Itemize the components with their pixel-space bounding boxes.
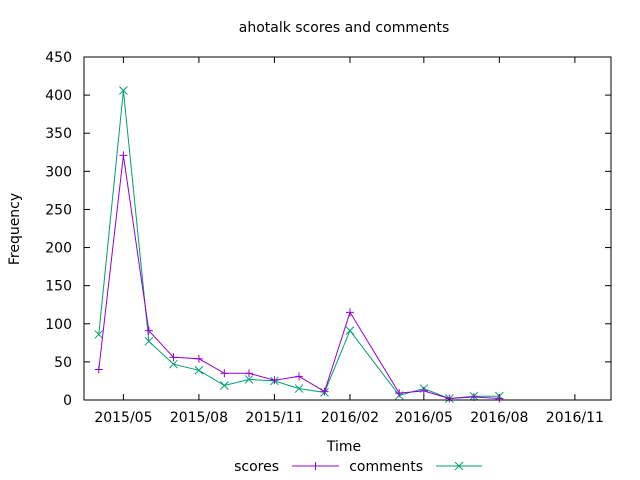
y-tick-label: 300	[45, 164, 72, 180]
data-point-mark	[194, 365, 204, 375]
y-tick-label: 0	[63, 393, 72, 409]
y-tick-label: 200	[45, 241, 72, 257]
y-tick-label: 450	[45, 50, 72, 66]
y-tick-label: 400	[45, 88, 72, 104]
x-tick-label: 2015/11	[245, 410, 303, 426]
legend-label-scores: scores	[234, 459, 279, 475]
legend: scores comments	[234, 459, 482, 475]
series-layer	[94, 86, 504, 403]
chart-title: ahotalk scores and comments	[239, 20, 450, 36]
y-axis-label: Frequency	[7, 193, 23, 265]
data-point-mark	[94, 330, 104, 339]
data-point-mark	[294, 384, 304, 393]
series-comments	[94, 86, 504, 403]
x-axis-label: Time	[326, 439, 361, 455]
data-point-mark	[220, 381, 229, 390]
data-point-mark	[454, 461, 464, 471]
y-tick-label: 250	[45, 202, 72, 218]
data-point-mark	[144, 336, 154, 346]
y-tick-label: 50	[54, 355, 72, 371]
x-axis: 2015/05 2015/08 2015/11 2016/02 2016/05 2016/…	[94, 57, 604, 426]
series-line-scores	[98, 155, 500, 400]
x-tick-label: 2016/11	[546, 410, 604, 426]
plot-frame	[83, 56, 612, 401]
y-tick-label: 150	[45, 279, 72, 295]
series-line-comments	[98, 90, 500, 400]
data-point-mark	[119, 86, 128, 95]
x-tick-label: 2016/08	[470, 410, 528, 426]
data-point-mark	[169, 359, 178, 369]
x-tick-label: 2015/05	[94, 410, 152, 426]
y-tick-label: 350	[45, 126, 72, 142]
data-point-mark	[244, 375, 254, 384]
x-tick-label: 2016/02	[321, 410, 379, 426]
x-tick-label: 2016/05	[395, 410, 453, 426]
legend-label-comments: comments	[349, 459, 423, 475]
y-axis: 0 50 100 150 200 250 300 350 400 450	[45, 50, 611, 409]
x-tick-label: 2015/08	[170, 410, 228, 426]
series-scores	[94, 151, 504, 403]
y-tick-label: 100	[45, 317, 72, 333]
data-point-mark	[345, 326, 355, 335]
